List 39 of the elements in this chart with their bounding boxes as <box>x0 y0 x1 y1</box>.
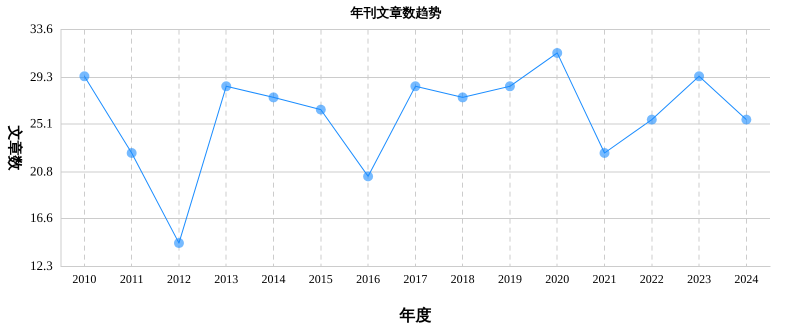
x-tick-label: 2012 <box>166 272 191 286</box>
y-tick-label: 12.3 <box>30 258 53 273</box>
x-tick-label: 2014 <box>262 272 286 286</box>
x-tick-label: 2017 <box>403 272 428 286</box>
point <box>741 114 752 125</box>
x-tick-label: 2021 <box>592 272 617 286</box>
point <box>600 148 610 158</box>
x-tick-label: 2016 <box>356 272 380 286</box>
x-tick-label: 2018 <box>450 272 475 286</box>
x-tick-label: 2024 <box>734 272 758 286</box>
y-tick-label: 20.8 <box>30 163 53 178</box>
point <box>174 238 184 248</box>
point <box>268 92 279 102</box>
x-tick-label: 2010 <box>72 272 96 286</box>
point <box>410 81 420 92</box>
x-tick-label: 2022 <box>640 272 664 286</box>
y-axis-title: 文章数 <box>6 124 24 172</box>
point <box>316 104 326 115</box>
point <box>458 92 468 102</box>
point <box>552 48 562 58</box>
point <box>646 114 657 125</box>
point <box>79 71 90 82</box>
x-tick-label: 2020 <box>545 272 570 286</box>
y-tick-label: 16.6 <box>30 210 54 226</box>
y-tick-label: 29.3 <box>30 68 53 84</box>
y-tick-label: 33.6 <box>30 21 54 36</box>
x-tick-label: 2019 <box>498 272 522 286</box>
x-axis-title: 年度 <box>398 306 432 325</box>
point <box>221 81 232 92</box>
x-tick-label: 2023 <box>687 272 712 286</box>
point <box>504 81 515 92</box>
point <box>694 71 704 82</box>
x-tick-label: 2011 <box>120 272 144 286</box>
y-tick-label: 25.1 <box>30 116 53 131</box>
point <box>363 171 374 182</box>
chart-title: 年刊文章数趋势 <box>350 5 442 20</box>
point <box>126 148 137 158</box>
x-tick-label: 2013 <box>214 272 238 286</box>
x-tick-label: 2015 <box>308 272 333 286</box>
